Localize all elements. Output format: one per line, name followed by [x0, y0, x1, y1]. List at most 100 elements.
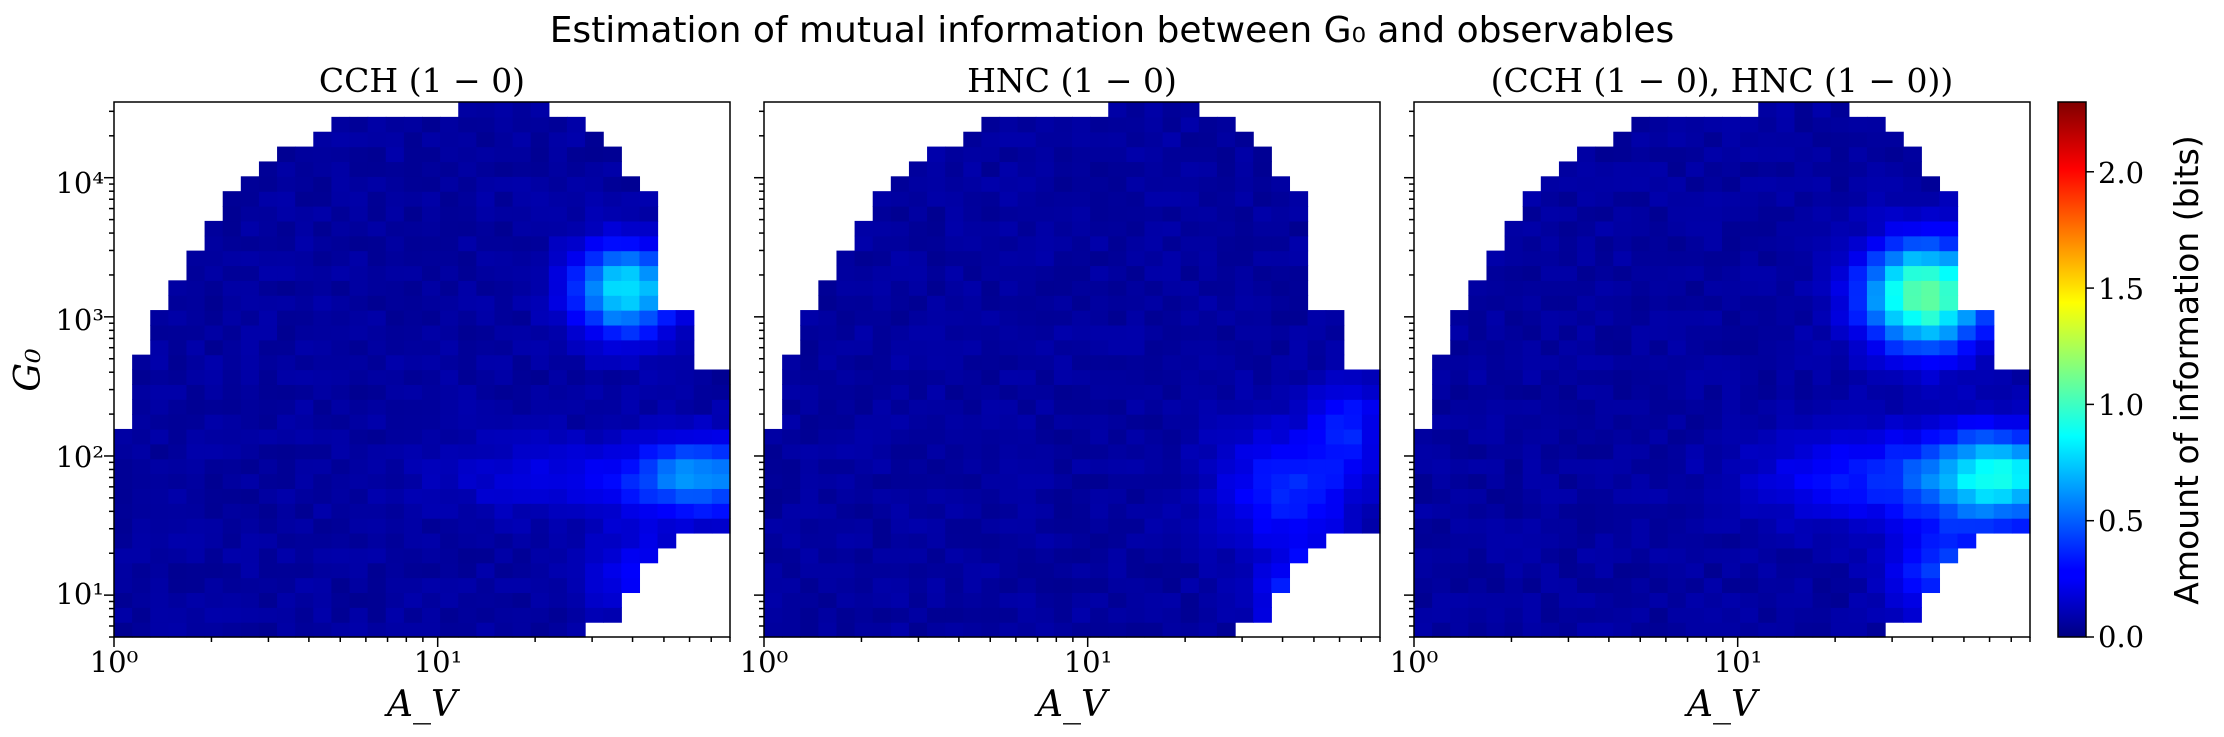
heatmap-cell [908, 562, 928, 579]
heatmap-cell [1740, 488, 1759, 504]
heatmap-cell [186, 473, 206, 489]
heatmap-cell [331, 191, 351, 207]
heatmap-cell [1235, 458, 1254, 475]
heatmap-cell [494, 235, 514, 252]
heatmap-cell [114, 607, 133, 623]
heatmap-cell [1722, 295, 1741, 311]
heatmap-cell [764, 592, 783, 608]
heatmap-cell [258, 458, 278, 475]
heatmap-cell [258, 369, 278, 385]
heatmap-cell [1522, 458, 1542, 475]
heatmap-cell [1017, 399, 1037, 415]
heatmap-cell [1144, 354, 1164, 371]
heatmap-cell [963, 488, 983, 504]
heatmap-cell [1072, 458, 1091, 475]
heatmap-cell [927, 622, 946, 638]
heatmap-cell [800, 443, 819, 460]
heatmap-cell [1017, 458, 1037, 475]
heatmap-cell [1722, 414, 1741, 430]
heatmap-cell [1595, 488, 1614, 504]
heatmap-cell [1307, 458, 1327, 475]
heatmap-cell [872, 235, 892, 252]
heatmap-cell [1866, 607, 1886, 623]
heatmap-cell [1577, 532, 1596, 549]
heatmap-cell [530, 354, 550, 371]
heatmap-cell [1198, 250, 1218, 267]
heatmap-cell [512, 206, 532, 222]
heatmap-cell [1162, 488, 1182, 504]
heatmap-cell [422, 473, 441, 489]
heatmap-cell [621, 295, 641, 311]
heatmap-cell [1577, 146, 1596, 163]
heatmap-cell [1522, 622, 1542, 638]
heatmap-cell [458, 532, 477, 549]
heatmap-cell [872, 473, 892, 489]
heatmap-cell [872, 458, 892, 475]
heatmap-cell [1450, 607, 1469, 623]
heatmap-cell [494, 622, 514, 638]
heatmap-cell [1271, 235, 1291, 252]
heatmap-cell [908, 310, 928, 326]
heatmap-cell [1235, 547, 1254, 564]
heatmap-cell [313, 622, 333, 638]
heatmap-cell [872, 428, 892, 445]
heatmap-cell [1486, 577, 1506, 594]
heatmap-cell [872, 532, 892, 549]
heatmap-cell [1450, 369, 1469, 385]
heatmap-cell [854, 280, 874, 296]
heatmap-cell [1144, 577, 1164, 594]
heatmap-cell [1414, 518, 1433, 534]
heatmap-cell [1794, 354, 1814, 371]
heatmap-cell [566, 458, 586, 475]
heatmap-cell [621, 339, 641, 356]
heatmap-cell [1667, 354, 1687, 371]
heatmap-cell [1613, 220, 1633, 237]
heatmap-cell [1504, 354, 1524, 371]
heatmap-cell [566, 206, 586, 222]
heatmap-cell [1957, 503, 1977, 519]
heatmap-cell [258, 473, 278, 489]
heatmap-cell [1776, 324, 1796, 341]
heatmap-cell [1848, 250, 1868, 267]
heatmap-cell [1361, 518, 1381, 534]
heatmap-cell [854, 354, 874, 371]
heatmap-cell [385, 310, 405, 326]
heatmap-cell [945, 592, 964, 608]
heatmap-cell [1468, 473, 1488, 489]
heatmap-cell [1558, 518, 1578, 534]
heatmap-cell [168, 310, 188, 326]
heatmap-cell [1595, 324, 1614, 341]
heatmap-cell [1631, 488, 1651, 504]
heatmap-cell [494, 339, 514, 356]
heatmap-cell [566, 473, 586, 489]
heatmap-cell [890, 458, 910, 475]
heatmap-cell [512, 384, 532, 400]
heatmap-cell [240, 518, 260, 534]
heatmap-cell [1053, 473, 1073, 489]
heatmap-cell [1072, 369, 1091, 385]
heatmap-cell [277, 428, 296, 445]
heatmap-cell [1740, 577, 1759, 594]
heatmap-cell [854, 414, 874, 430]
heatmap-cell [1126, 295, 1146, 311]
heatmap-cell [403, 503, 423, 519]
heatmap-cell [945, 235, 964, 252]
heatmap-cell [1053, 384, 1073, 400]
heatmap-cell [367, 339, 387, 356]
heatmap-cell [1903, 607, 1922, 623]
heatmap-cell [1468, 592, 1488, 608]
heatmap-cell [1848, 131, 1868, 148]
heatmap-cell [1794, 310, 1814, 326]
heatmap-cell [1794, 518, 1814, 534]
heatmap-cell [585, 473, 604, 489]
heatmap-cell [836, 622, 856, 638]
heatmap-cell [1289, 324, 1309, 341]
heatmap-cell [764, 428, 783, 445]
heatmap-cell [1144, 265, 1164, 281]
heatmap-cell [277, 176, 296, 192]
heatmap-cell [1903, 384, 1922, 400]
heatmap-cell [1703, 518, 1723, 534]
heatmap-cell [945, 354, 964, 371]
heatmap-cell [927, 191, 946, 207]
heatmap-cell [1144, 547, 1164, 564]
